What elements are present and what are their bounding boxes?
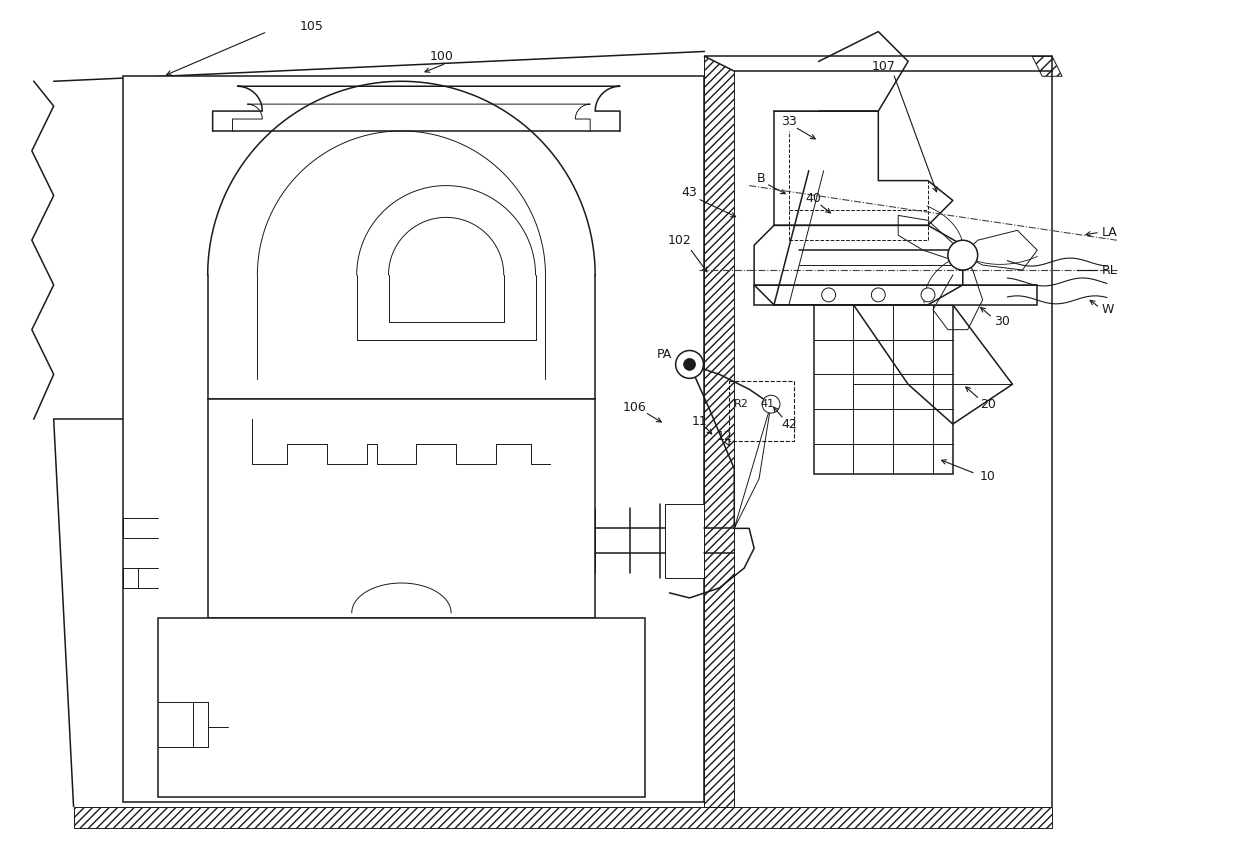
- Text: 11: 11: [692, 415, 707, 428]
- Text: 41: 41: [760, 399, 774, 409]
- Polygon shape: [123, 76, 704, 801]
- Polygon shape: [704, 57, 1053, 71]
- Text: 40: 40: [806, 192, 822, 205]
- Text: 105: 105: [300, 20, 324, 34]
- Text: R2: R2: [734, 399, 749, 409]
- Text: 20: 20: [980, 398, 996, 411]
- Circle shape: [872, 288, 885, 302]
- Text: 30: 30: [994, 315, 1011, 328]
- Circle shape: [763, 395, 780, 413]
- Circle shape: [921, 288, 935, 302]
- Text: B: B: [756, 172, 765, 186]
- Text: 33: 33: [781, 114, 797, 127]
- Circle shape: [683, 358, 696, 370]
- Text: 10: 10: [980, 470, 996, 484]
- Polygon shape: [665, 503, 704, 578]
- Polygon shape: [157, 618, 645, 796]
- Text: 107: 107: [872, 60, 895, 73]
- Text: 42: 42: [781, 417, 797, 430]
- Circle shape: [822, 288, 836, 302]
- Text: 12: 12: [717, 430, 732, 443]
- Circle shape: [947, 241, 977, 270]
- Polygon shape: [207, 399, 595, 618]
- Text: LA: LA: [1102, 226, 1117, 239]
- Text: RL: RL: [1102, 264, 1117, 277]
- Polygon shape: [813, 305, 952, 473]
- Text: PA: PA: [657, 348, 672, 361]
- Text: 43: 43: [682, 186, 697, 199]
- Text: 102: 102: [667, 234, 692, 247]
- Circle shape: [676, 350, 703, 378]
- Text: 100: 100: [429, 50, 453, 63]
- Polygon shape: [754, 285, 1038, 305]
- Text: W: W: [1102, 303, 1115, 316]
- Text: 106: 106: [622, 400, 647, 414]
